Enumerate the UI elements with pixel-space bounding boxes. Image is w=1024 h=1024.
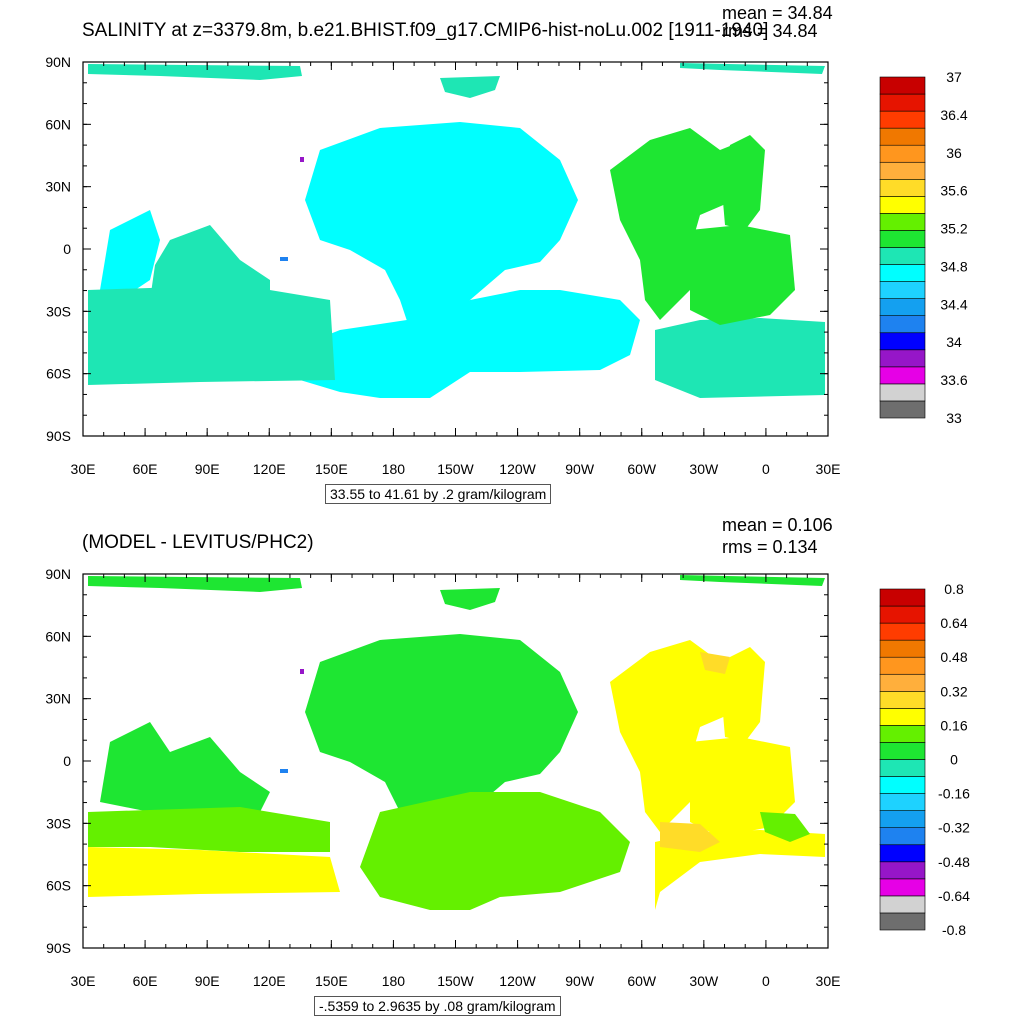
- ocean-region: [660, 822, 720, 852]
- x-tick-label: 90E: [195, 973, 220, 989]
- ocean-region: [100, 722, 270, 822]
- x-tick-label: 180: [382, 973, 406, 989]
- x-tick-label: 90W: [565, 973, 595, 989]
- x-tick-label: 180: [382, 461, 406, 477]
- x-tick-label: 30E: [71, 973, 96, 989]
- ocean-region: [88, 64, 302, 80]
- y-tick-label: 0: [63, 241, 71, 257]
- ocean-region: [655, 318, 825, 398]
- y-tick-label: 30S: [46, 815, 71, 831]
- ocean-region: [440, 76, 500, 98]
- ocean-region: [305, 634, 578, 842]
- salinity-panel: SALINITY at z=3379.8m, b.e21.BHIST.f09_g…: [45, 3, 968, 504]
- mean-label: mean = 0.106: [722, 515, 833, 535]
- contour-info-label: 33.55 to 41.61 by .2 gram/kilogram: [325, 484, 552, 504]
- y-tick-label: 30N: [45, 179, 71, 195]
- x-tick-labels: 30E 60E 90E 120E 150E 180 150W 120W 90W 60W 30W 0 30…: [71, 973, 841, 989]
- ocean-region: [690, 737, 795, 837]
- axis-ticks: [82, 573, 829, 949]
- ocean-region: [610, 128, 760, 320]
- x-tick-label: 150W: [437, 461, 474, 477]
- x-tick-label: 30E: [816, 973, 841, 989]
- axis-ticks: [82, 61, 829, 437]
- ocean-region: [760, 812, 810, 842]
- x-tick-label: 90E: [195, 461, 220, 477]
- x-tick-labels: 30E 60E 90E 120E 150E 180 150W 120W 90W 60W 30W 0 30…: [71, 461, 841, 477]
- x-tick-label: 60E: [133, 461, 158, 477]
- chart-title: SALINITY at z=3379.8m, b.e21.BHIST.f09_g…: [82, 20, 769, 41]
- ocean-region: [290, 290, 640, 398]
- y-tick-label: 60S: [46, 878, 71, 894]
- y-tick-label: 30S: [46, 303, 71, 319]
- x-tick-label: 0: [762, 461, 770, 477]
- ocean-region: [305, 122, 578, 330]
- ocean-region: [610, 640, 760, 832]
- x-tick-label: 30W: [689, 461, 719, 477]
- y-tick-labels: 90N 60N 30N 0 30S 60S 90S: [45, 54, 71, 444]
- y-tick-label: 60N: [45, 628, 71, 644]
- y-tick-labels: 90N 60N 30N 0 30S 60S 90S: [45, 566, 71, 956]
- ocean-regions: [88, 63, 825, 398]
- ocean-region: [88, 285, 335, 385]
- y-tick-label: 0: [63, 753, 71, 769]
- ocean-region: [690, 225, 795, 325]
- y-tick-label: 30N: [45, 691, 71, 707]
- y-tick-label: 60N: [45, 116, 71, 132]
- x-tick-label: 60W: [627, 973, 657, 989]
- ocean-region: [300, 157, 304, 162]
- ocean-region: [680, 63, 825, 74]
- x-tick-label: 150E: [315, 461, 348, 477]
- ocean-region: [722, 647, 765, 742]
- y-tick-label: 90S: [46, 940, 71, 956]
- ocean-region: [360, 792, 630, 910]
- x-tick-label: 30E: [71, 461, 96, 477]
- ocean-regions: [88, 575, 825, 910]
- x-tick-label: 150W: [437, 973, 474, 989]
- y-tick-label: 90N: [45, 54, 71, 70]
- contour-info-label: -.5359 to 2.9635 by .08 gram/kilogram: [314, 996, 561, 1016]
- ocean-region: [100, 210, 160, 300]
- ocean-region: [700, 652, 730, 674]
- map-plot: 30E 60E 90E 120E 150E 180 150W 120W 90W 60W 30W 0 30…: [45, 566, 841, 989]
- x-tick-label: 120W: [499, 973, 536, 989]
- ocean-region: [88, 847, 340, 897]
- x-tick-label: 60E: [133, 973, 158, 989]
- x-tick-label: 90W: [565, 461, 595, 477]
- x-tick-label: 150E: [315, 973, 348, 989]
- ocean-region: [680, 575, 825, 586]
- x-tick-label: 60W: [627, 461, 657, 477]
- x-tick-label: 120E: [253, 461, 286, 477]
- y-tick-label: 60S: [46, 366, 71, 382]
- x-tick-label: 30E: [816, 461, 841, 477]
- ocean-region: [280, 769, 288, 773]
- map-plot: 30E 60E 90E 120E 150E 180 150W 120W 90W 60W 30W 0 30…: [45, 54, 841, 477]
- ocean-region: [88, 576, 302, 592]
- x-tick-label: 120E: [253, 973, 286, 989]
- ocean-region: [280, 257, 288, 261]
- y-tick-label: 90N: [45, 566, 71, 582]
- x-tick-label: 0: [762, 973, 770, 989]
- rms-label: rms = 34.84: [722, 21, 818, 41]
- chart-title: (MODEL - LEVITUS/PHC2): [82, 532, 314, 553]
- difference-panel: (MODEL - LEVITUS/PHC2) mean = 0.106 rms …: [0, 512, 1024, 1024]
- ocean-region: [440, 588, 500, 610]
- mean-label: mean = 34.84: [722, 3, 833, 23]
- x-tick-label: 120W: [499, 461, 536, 477]
- x-tick-label: 30W: [689, 973, 719, 989]
- ocean-region: [88, 807, 330, 852]
- rms-label: rms = 0.134: [722, 537, 818, 557]
- ocean-region: [300, 669, 304, 674]
- y-tick-label: 90S: [46, 428, 71, 444]
- ocean-region: [722, 135, 765, 230]
